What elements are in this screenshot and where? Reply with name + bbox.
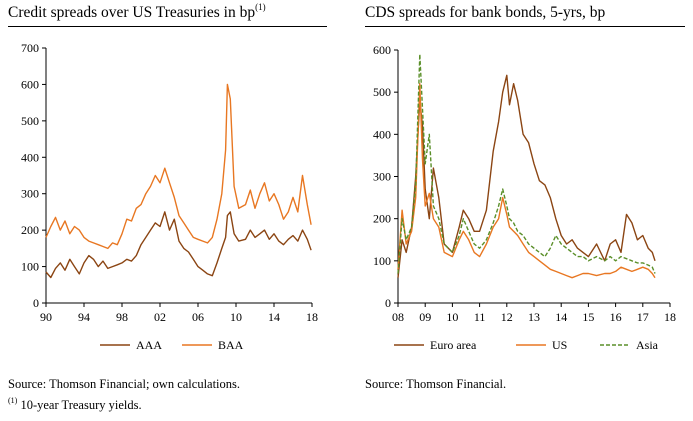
right-chart-title-text: CDS spreads for bank bonds, 5-yrs, bp [365, 4, 606, 21]
left-legend-label-baa: BAA [218, 338, 244, 352]
left-legend-label-aaa: AAA [136, 338, 162, 352]
right-x-tick-label: 09 [419, 310, 431, 324]
left-y-tick-label: 500 [21, 114, 39, 128]
left-x-tick-label: 18 [306, 310, 318, 324]
right-y-tick-label: 500 [373, 85, 391, 99]
left-y-tick-label: 400 [21, 150, 39, 164]
right-x-tick-label: 10 [446, 310, 458, 324]
right-x-tick-label: 14 [555, 310, 567, 324]
right-x-tick-label: 17 [637, 310, 649, 324]
right-x-tick-label: 08 [392, 310, 404, 324]
left-footnote-text: 10-year Treasury yields. [20, 398, 142, 412]
left-series-baa-line [45, 83, 312, 250]
left-x-tick-label: 02 [154, 310, 166, 324]
right-y-tick-label: 600 [373, 43, 391, 57]
left-title-rule [8, 26, 327, 27]
left-x-tick-label: 10 [230, 310, 242, 324]
left-series-aaa-line [45, 211, 312, 279]
right-chart-title: CDS spreads for bank bonds, 5-yrs, bp [365, 4, 605, 22]
left-y-tick-label: 100 [21, 260, 39, 274]
right-legend-label-us: US [552, 338, 567, 352]
right-title-rule [365, 26, 685, 27]
right-x-tick-label: 11 [474, 310, 486, 324]
left-y-tick-label: 0 [33, 296, 39, 310]
left-x-tick-label: 06 [192, 310, 204, 324]
right-x-tick-label: 15 [582, 310, 594, 324]
left-chart-title: Credit spreads over US Treasuries in bp(… [8, 2, 266, 22]
right-x-tick-label: 18 [664, 310, 676, 324]
left-y-tick-label: 600 [21, 77, 39, 91]
right-series-asia-line [397, 53, 656, 274]
right-y-tick-label: 0 [385, 296, 391, 310]
right-y-tick-label: 200 [373, 212, 391, 226]
right-legend-label-asia: Asia [636, 338, 659, 352]
left-footnote-mark: (1) [8, 396, 18, 405]
right-legend-label-euro-area: Euro area [430, 338, 477, 352]
right-source-note: Source: Thomson Financial. [365, 377, 507, 391]
left-x-tick-label: 94 [78, 310, 90, 324]
left-footnote: (1) 10-year Treasury yields. [8, 396, 142, 413]
right-x-tick-label: 13 [528, 310, 540, 324]
left-source-note: Source: Thomson Financial; own calculati… [8, 377, 241, 391]
right-y-tick-label: 100 [373, 254, 391, 268]
right-y-tick-label: 300 [373, 170, 391, 184]
left-y-tick-label: 300 [21, 187, 39, 201]
right-y-tick-label: 400 [373, 127, 391, 141]
left-chart-title-note-mark: (1) [255, 2, 266, 12]
left-y-tick-label: 700 [21, 41, 39, 55]
right-series-euro-area-line [397, 74, 656, 278]
right-x-tick-label: 12 [501, 310, 513, 324]
right-series-us-line [397, 82, 656, 279]
left-y-tick-label: 200 [21, 223, 39, 237]
left-x-tick-label: 14 [268, 310, 280, 324]
left-x-tick-label: 98 [116, 310, 128, 324]
left-x-tick-label: 90 [40, 310, 52, 324]
left-chart-title-text: Credit spreads over US Treasuries in bp [8, 4, 256, 21]
right-x-tick-label: 16 [610, 310, 622, 324]
